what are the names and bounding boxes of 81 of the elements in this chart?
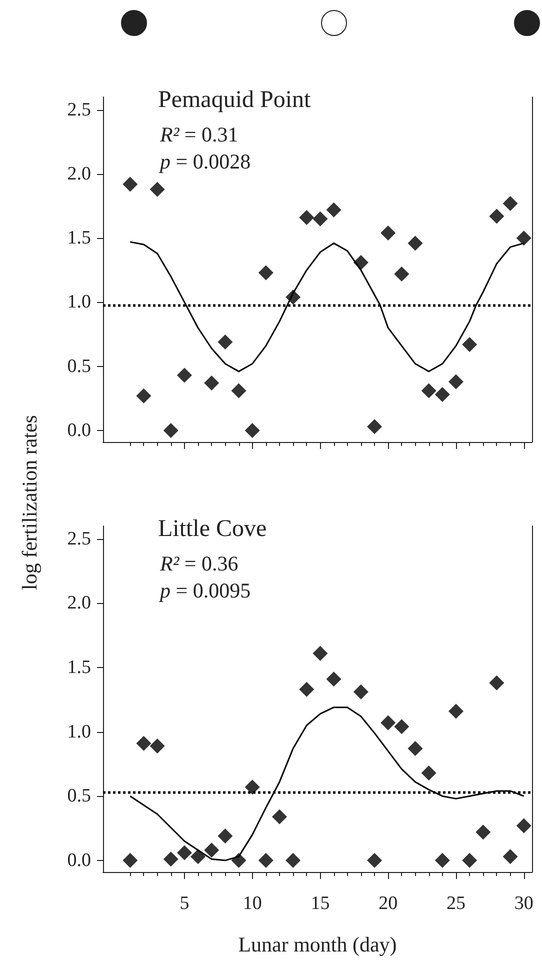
point (218, 334, 233, 350)
point (394, 719, 410, 734)
point (326, 672, 342, 687)
point (394, 266, 410, 282)
x-tick-label: 20 (378, 893, 398, 914)
point (408, 741, 423, 756)
point (353, 684, 368, 700)
y-tick-label: 0.0 (67, 420, 91, 441)
y-axis-title: log fertilization rates (18, 414, 42, 592)
y-tick-label: 0.5 (67, 356, 91, 377)
point (231, 383, 246, 398)
point (150, 738, 165, 754)
point (163, 422, 178, 438)
point (286, 290, 301, 305)
point (502, 849, 518, 864)
point (462, 337, 478, 352)
point (299, 682, 314, 697)
point (489, 208, 504, 224)
point (272, 809, 287, 824)
y-tick-label: 1.5 (67, 656, 91, 678)
point (163, 852, 178, 867)
x-tick-label: 25 (446, 893, 466, 914)
point (136, 388, 152, 404)
point (516, 818, 532, 834)
point (408, 236, 423, 251)
chart-title: Little Cove (158, 516, 267, 542)
y-tick-label: 2.5 (67, 528, 91, 550)
x-tick-label: 15 (310, 893, 330, 914)
point (421, 383, 436, 398)
y-tick-label: 2.0 (67, 592, 91, 614)
point (502, 196, 518, 211)
y-tick-label: 0.5 (67, 786, 91, 807)
point (204, 842, 220, 858)
point (312, 211, 328, 226)
point (176, 845, 192, 860)
y-tick-label: 2.0 (67, 163, 91, 184)
point (380, 715, 396, 730)
x-tick-label: 30 (514, 893, 534, 914)
y-tick-label: 1.0 (67, 721, 91, 742)
point (150, 182, 165, 197)
y-tick-label: 1.0 (67, 292, 91, 313)
annotation: p = 0.0095 (158, 578, 251, 602)
point (122, 176, 138, 192)
point (326, 202, 342, 218)
point (122, 852, 138, 868)
point (299, 210, 314, 226)
point (258, 852, 274, 868)
point (489, 675, 504, 690)
point (258, 265, 274, 280)
point (421, 765, 436, 780)
point (204, 376, 220, 391)
point (353, 254, 368, 270)
point (380, 225, 396, 240)
point (367, 852, 382, 868)
point (462, 852, 478, 868)
point (190, 849, 206, 864)
annotation: p = 0.0028 (158, 150, 251, 174)
point (244, 780, 260, 795)
point (218, 828, 233, 844)
point (434, 852, 450, 868)
annotation: R² = 0.36 (159, 552, 238, 576)
chart-title: Pemaquid Point (158, 87, 312, 113)
point (176, 368, 192, 383)
point (244, 422, 260, 438)
point (448, 374, 464, 390)
point (136, 736, 152, 751)
y-tick-label: 0.0 (67, 850, 91, 871)
y-tick-label: 1.5 (67, 228, 91, 249)
point (231, 852, 246, 868)
point (448, 704, 464, 719)
x-tick-label: 10 (242, 893, 262, 914)
x-axis-title: Lunar month (day) (238, 932, 397, 956)
point (367, 419, 382, 434)
point (286, 852, 301, 868)
point (312, 646, 328, 661)
annotation: R² = 0.31 (159, 122, 238, 146)
y-tick-label: 2.5 (67, 99, 91, 120)
point (476, 824, 491, 840)
x-tick-label: 5 (180, 893, 190, 914)
point (516, 230, 532, 246)
point (434, 387, 450, 402)
